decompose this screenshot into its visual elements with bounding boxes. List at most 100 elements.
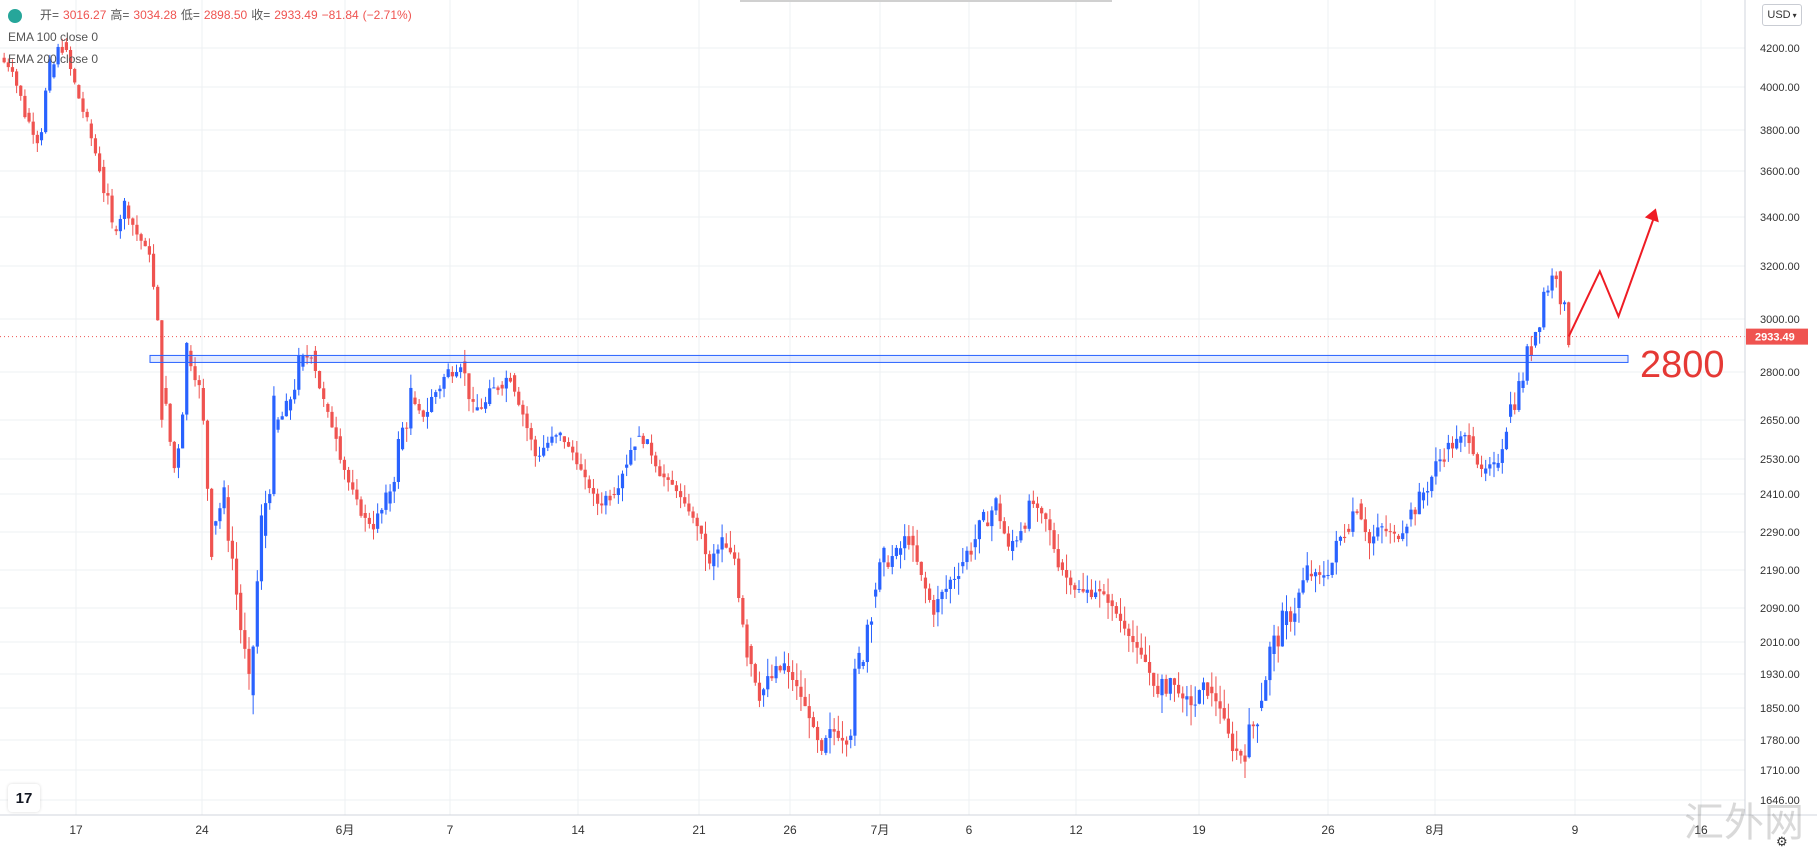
candle-down (600, 503, 604, 506)
candle-down (745, 624, 749, 658)
candle-up (400, 427, 405, 450)
status-dot-icon (8, 9, 22, 23)
candle-up (616, 488, 620, 496)
currency-button[interactable]: USD ▾ (1762, 4, 1802, 26)
price-axis[interactable]: 4200.00 4000.00 3800.00 3600.00 3400.00 3200.… (1744, 0, 1808, 815)
y-tick-label: 2290.00 (1760, 527, 1800, 539)
candle-up (1094, 592, 1098, 598)
candle-down (596, 493, 600, 504)
candle-down (591, 488, 596, 494)
gear-icon[interactable]: ⚙ (1776, 834, 1788, 849)
candle-down (135, 224, 139, 235)
change-pct: (−2.71%) (362, 8, 412, 22)
candle-down (77, 85, 81, 99)
candle-up (1500, 449, 1504, 463)
candle-up (633, 446, 637, 450)
candle-up (1409, 509, 1413, 520)
candle-down (658, 466, 662, 477)
candle-up (625, 464, 629, 468)
candle-up (1301, 580, 1305, 593)
ema200-legend[interactable]: EMA 200 close 0 (8, 52, 99, 66)
candle-up (388, 491, 392, 504)
candle-up (1201, 682, 1206, 691)
candle-up (222, 487, 226, 509)
chevron-down-icon: ▾ (1792, 10, 1797, 20)
candle-down (923, 577, 928, 589)
x-tick-label: 26 (1321, 823, 1335, 837)
candle-down (371, 523, 376, 530)
candle-down (450, 372, 454, 377)
ema100-legend[interactable]: EMA 100 close 0 (8, 30, 99, 44)
candle-down (73, 69, 77, 83)
candle-down (172, 441, 176, 469)
candle-down (915, 545, 919, 562)
candle-up (1160, 678, 1164, 696)
candle-up (620, 473, 625, 489)
x-tick-label: 26 (783, 823, 797, 837)
candle-down (1513, 404, 1517, 410)
candle-up (898, 548, 903, 555)
candle-up (293, 389, 297, 400)
candle-down (919, 561, 923, 575)
close-key: 收= (251, 8, 271, 22)
candle-down (529, 428, 533, 440)
candle-down (1089, 589, 1094, 598)
candle-down (1060, 562, 1064, 570)
candle-up (1197, 690, 1201, 704)
candle-down (156, 286, 160, 321)
candle-up (392, 481, 396, 492)
candle-up (1015, 540, 1019, 542)
candle-down (571, 446, 575, 453)
candle-down (471, 399, 475, 402)
candle-down (1276, 635, 1280, 647)
y-tick-label: 2090.00 (1760, 603, 1800, 615)
candle-down (1567, 302, 1571, 346)
candle-up (459, 367, 463, 373)
candle-down (1114, 606, 1118, 614)
candle-down (770, 676, 774, 679)
candle-up (284, 400, 288, 417)
x-tick-label: 21 (692, 823, 706, 837)
candle-up (766, 676, 770, 690)
candle-down (1243, 755, 1247, 762)
candle-down (89, 123, 93, 139)
time-axis[interactable]: 17 24 6月 7 14 21 26 7月 6 12 19 26 8月 9 16 (0, 814, 1817, 837)
support-zone-box[interactable] (149, 354, 1629, 363)
candle-up (214, 521, 218, 526)
candle-down (1044, 513, 1048, 520)
candle-up (280, 416, 284, 420)
projection-arrow[interactable] (1567, 212, 1657, 338)
candle-up (1011, 540, 1015, 551)
candle-up (268, 494, 272, 504)
candle-down (151, 253, 156, 287)
candle-up (948, 579, 952, 589)
x-tick-label: 7月 (871, 823, 890, 837)
candle-up (434, 392, 438, 397)
candle-down (724, 543, 728, 548)
x-tick-label: 12 (1069, 823, 1083, 837)
candle-up (1430, 476, 1434, 492)
support-level-label: 2800 (1640, 344, 1725, 386)
candle-up (861, 662, 865, 666)
x-tick-label: 7 (447, 823, 454, 837)
candle-up (384, 492, 388, 510)
candle-up (1488, 464, 1492, 469)
grid (0, 0, 1745, 815)
candle-up (1521, 380, 1525, 388)
y-tick-label: 3000.00 (1760, 314, 1800, 326)
candle-down (114, 229, 118, 232)
candle-up (251, 646, 255, 696)
candle-up (430, 396, 434, 412)
candle-down (969, 550, 973, 555)
tradingview-logo-icon[interactable]: 17 (8, 784, 40, 812)
candle-down (998, 503, 1002, 522)
candle-down (662, 473, 666, 478)
candle-down (23, 95, 27, 118)
candle-down (1289, 611, 1293, 622)
candle-up (1459, 436, 1463, 443)
candle-down (1156, 685, 1160, 695)
candle-down (799, 686, 803, 697)
x-tick-label: 19 (1192, 823, 1206, 837)
